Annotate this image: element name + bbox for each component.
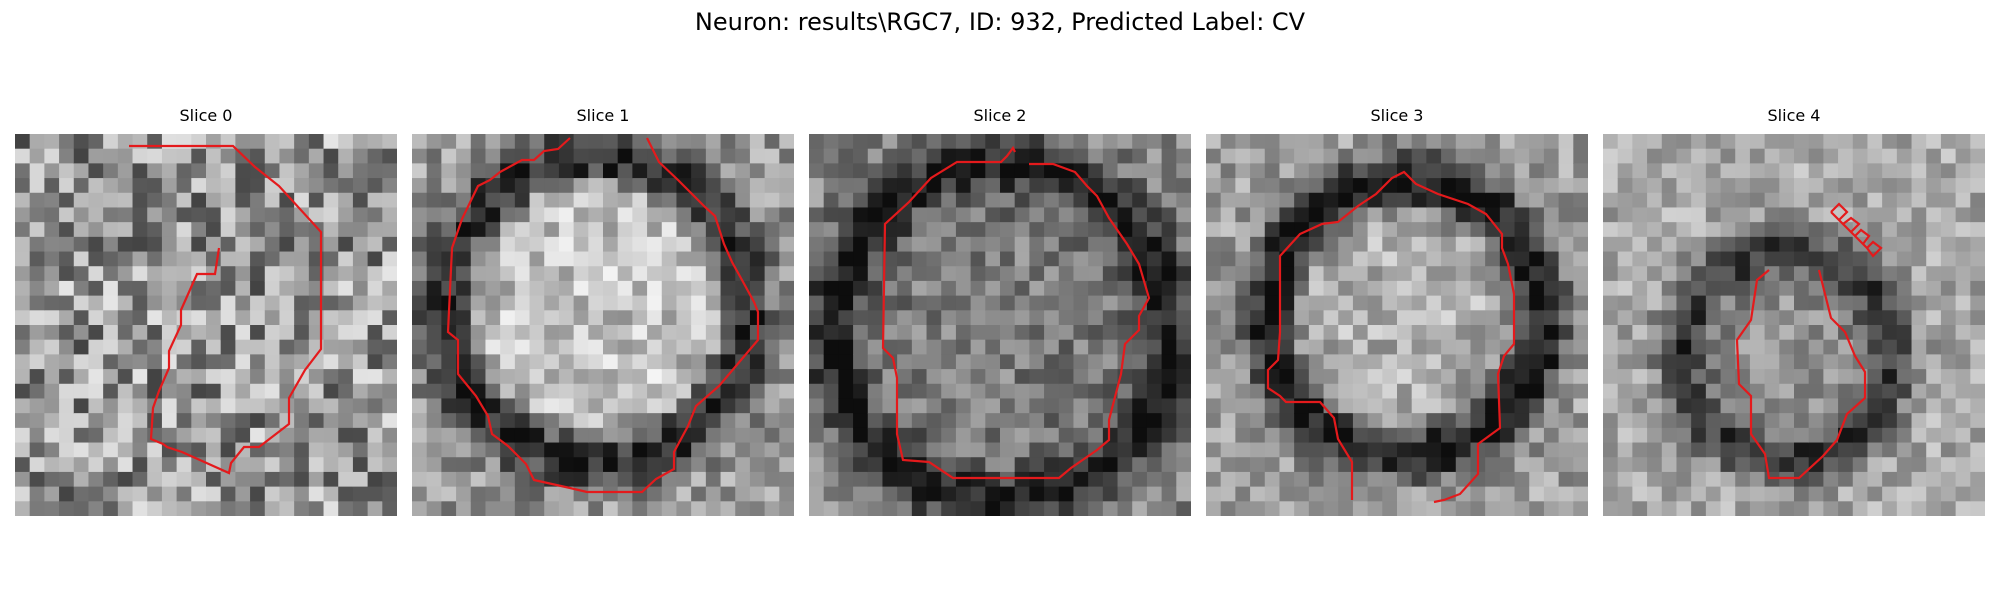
pixel-grid <box>15 134 397 516</box>
pixel-grid <box>412 134 794 516</box>
slice-image <box>809 134 1191 516</box>
segmentation-contour-fragment <box>1830 202 1883 258</box>
pixel-grid <box>809 134 1191 516</box>
slice-title: Slice 2 <box>973 106 1027 125</box>
slice-image-canvas <box>412 134 794 516</box>
slice-image <box>1206 134 1588 516</box>
pixel-grid <box>1206 134 1588 516</box>
slice-image-canvas <box>1206 134 1588 516</box>
slice-image-canvas <box>809 134 1191 516</box>
slice-title: Slice 1 <box>576 106 630 125</box>
segmentation-contour <box>129 144 323 475</box>
slice-image <box>1603 134 1985 516</box>
slice-title: Slice 0 <box>179 106 233 125</box>
segmentation-contour <box>1735 269 1867 480</box>
pixel-grid <box>1603 134 1985 516</box>
segmentation-contour <box>1266 170 1516 504</box>
segmentation-contour <box>881 145 1151 480</box>
slice-title: Slice 4 <box>1767 106 1821 125</box>
figure-title: Neuron: results\RGC7, ID: 932, Predicted… <box>694 8 1306 36</box>
slice-image <box>15 134 397 516</box>
slice-image-canvas <box>1603 134 1985 516</box>
segmentation-contour <box>446 137 760 494</box>
slice-image-canvas <box>15 134 397 516</box>
slice-image <box>412 134 794 516</box>
slice-title: Slice 3 <box>1370 106 1424 125</box>
